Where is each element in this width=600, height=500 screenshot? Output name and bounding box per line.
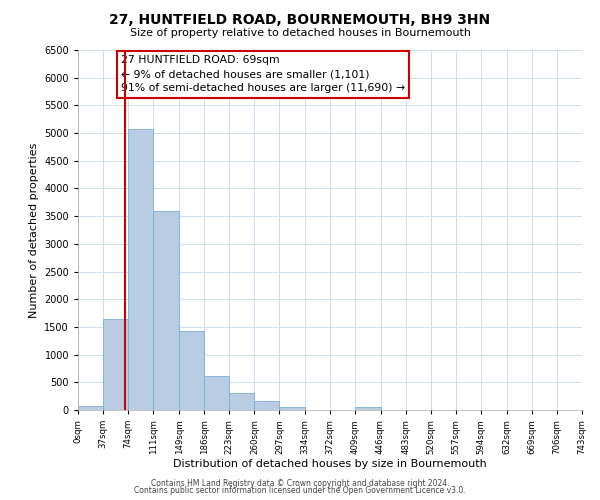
Bar	[103, 318, 128, 410]
Text: 27, HUNTFIELD ROAD, BOURNEMOUTH, BH9 3HN: 27, HUNTFIELD ROAD, BOURNEMOUTH, BH9 3HN	[109, 12, 491, 26]
Bar	[254, 402, 280, 410]
Bar	[78, 406, 103, 410]
Text: Contains public sector information licensed under the Open Government Licence v3: Contains public sector information licen…	[134, 486, 466, 495]
Text: Size of property relative to detached houses in Bournemouth: Size of property relative to detached ho…	[130, 28, 470, 38]
Bar	[153, 210, 179, 410]
Text: Contains HM Land Registry data © Crown copyright and database right 2024.: Contains HM Land Registry data © Crown c…	[151, 478, 449, 488]
Y-axis label: Number of detached properties: Number of detached properties	[29, 142, 38, 318]
Bar	[280, 406, 305, 410]
Bar	[229, 393, 254, 410]
Bar	[128, 128, 153, 410]
Bar	[204, 376, 229, 410]
Bar	[179, 331, 204, 410]
Bar	[355, 407, 380, 410]
X-axis label: Distribution of detached houses by size in Bournemouth: Distribution of detached houses by size …	[173, 460, 487, 469]
Text: 27 HUNTFIELD ROAD: 69sqm
← 9% of detached houses are smaller (1,101)
91% of semi: 27 HUNTFIELD ROAD: 69sqm ← 9% of detache…	[121, 56, 405, 94]
